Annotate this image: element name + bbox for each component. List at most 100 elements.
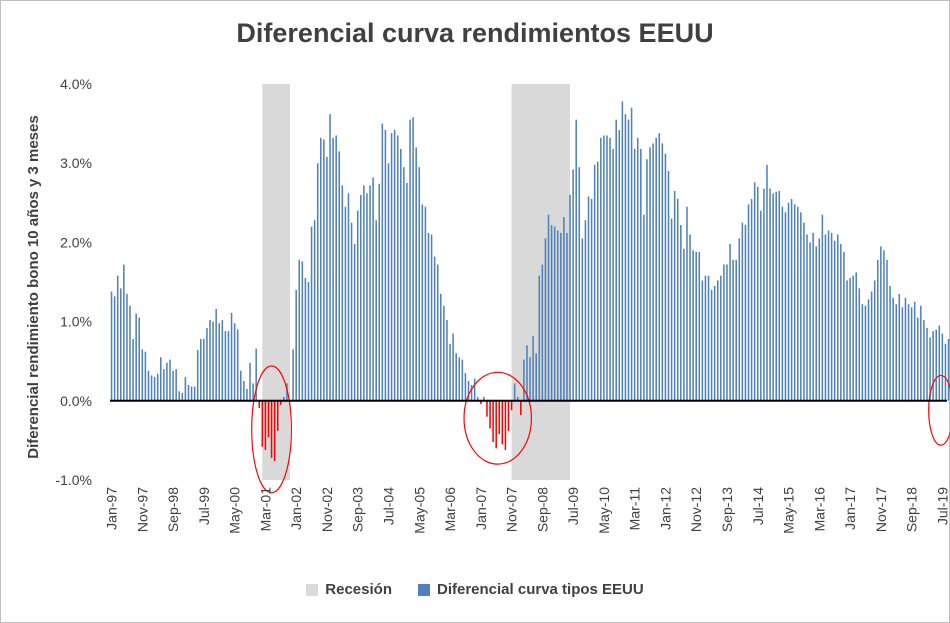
spread-bar: [510, 400, 513, 411]
spread-bar: [283, 396, 285, 401]
spread-bar: [609, 137, 611, 401]
spread-bar: [938, 325, 941, 401]
spread-bar: [375, 220, 377, 401]
spread-bar: [280, 400, 282, 405]
x-tick-label: Sep-03: [350, 487, 366, 532]
spread-bar: [800, 212, 802, 401]
chart-title: Diferencial curva rendimientos EEUU: [236, 18, 714, 48]
spread-bar: [673, 190, 676, 401]
spread-bar: [926, 327, 928, 401]
spread-bar: [452, 333, 454, 401]
spread-bar: [446, 320, 448, 401]
spread-bar: [190, 386, 193, 401]
spread-bar: [486, 400, 488, 417]
x-tick-label: Nov-07: [504, 487, 520, 532]
spread-bar: [169, 359, 171, 401]
spread-bar: [735, 259, 737, 401]
spread-bar: [464, 373, 467, 401]
spread-bar: [304, 278, 307, 401]
spread-bar: [827, 230, 830, 401]
x-tick-label: Jul-09: [565, 487, 581, 525]
spread-bar: [535, 353, 537, 401]
recession-band: [262, 84, 291, 480]
spread-bar: [815, 246, 817, 401]
spread-bar: [504, 400, 507, 450]
spread-bar: [178, 391, 181, 401]
spread-bar: [901, 307, 904, 401]
x-tick-label: Jul-04: [381, 487, 397, 525]
spread-bar: [483, 396, 485, 401]
spread-bar: [692, 250, 694, 401]
spread-bar: [846, 280, 848, 401]
spread-bar: [267, 400, 270, 438]
inversion-highlight-circle: [928, 374, 950, 446]
spread-bar: [864, 305, 867, 401]
spread-bar: [516, 396, 519, 401]
spread-bar: [652, 143, 654, 401]
x-tick-label: Jan-07: [473, 487, 489, 530]
spread-bar: [713, 285, 716, 401]
spread-bar: [313, 220, 316, 401]
spread-bar: [876, 259, 879, 401]
spread-bar: [766, 164, 768, 401]
spread-bar: [744, 224, 747, 401]
spread-bar: [261, 400, 264, 447]
spread-bar: [763, 188, 765, 401]
spread-bar: [427, 232, 430, 401]
spread-bar: [913, 301, 916, 401]
spread-bar: [772, 193, 774, 401]
spread-bar: [175, 369, 177, 401]
spread-bar: [153, 377, 156, 401]
x-tick-label: May-00: [227, 487, 243, 534]
spread-bar: [424, 206, 427, 401]
spread-bar: [538, 275, 541, 401]
spread-bar: [680, 224, 682, 401]
spread-bar: [603, 135, 605, 401]
spread-bar: [778, 190, 781, 401]
spread-bar: [661, 143, 664, 401]
spread-bar: [224, 331, 227, 401]
spread-bar: [236, 329, 239, 401]
x-tick-label: Jul-19: [934, 487, 950, 525]
spread-bar: [338, 151, 341, 401]
spread-bar: [433, 256, 436, 401]
spread-bar: [129, 305, 131, 401]
spread-bar: [655, 137, 657, 401]
spread-bar: [249, 362, 251, 401]
spread-bar: [873, 280, 876, 401]
x-tick-label: Mar-16: [811, 487, 827, 532]
spread-bar: [803, 222, 805, 401]
spread-bar: [590, 198, 593, 401]
spread-bar: [184, 377, 187, 401]
spread-bar: [556, 230, 559, 401]
spread-bar: [286, 383, 288, 401]
spread-bar: [270, 400, 273, 458]
spread-bar: [480, 400, 482, 404]
x-tick-label: Jul-99: [196, 487, 212, 525]
spread-bar: [381, 123, 384, 401]
legend-item-recession: Recesión: [306, 581, 392, 598]
spread-bar: [695, 251, 697, 401]
spread-bar: [732, 259, 734, 401]
spread-bar: [206, 327, 208, 401]
spread-bar: [775, 191, 777, 401]
spread-bar: [753, 182, 756, 401]
spread-bar: [200, 339, 202, 401]
spread-bar: [230, 312, 233, 401]
x-tick-label: May-10: [596, 487, 612, 534]
spread-bar: [347, 193, 350, 401]
spread-bar: [470, 384, 473, 401]
spread-bar: [596, 161, 599, 401]
spread-bar: [252, 383, 254, 401]
spread-bar: [218, 323, 221, 401]
spread-bar: [110, 291, 113, 401]
spread-bar: [396, 135, 399, 401]
spread-bar: [366, 193, 368, 401]
spread-bar: [932, 331, 934, 401]
spread-bar: [476, 396, 479, 401]
spread-bar: [436, 264, 439, 401]
spread-bar: [412, 117, 414, 401]
spread-bar: [910, 307, 913, 401]
spread-bar: [929, 337, 931, 401]
spread-bar: [243, 381, 245, 401]
